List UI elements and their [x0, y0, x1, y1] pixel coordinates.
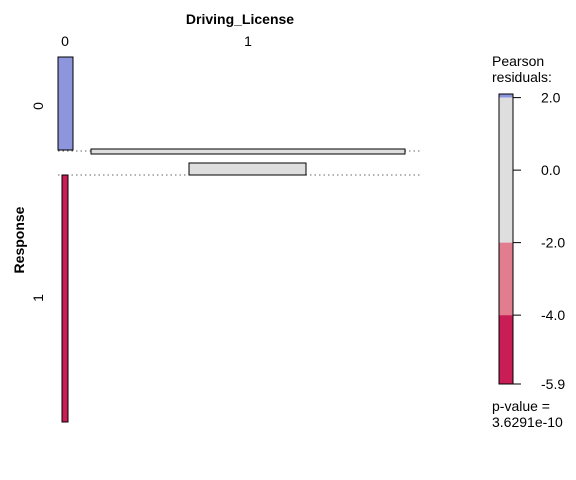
legend-tick-label-1: 0.0: [541, 162, 561, 178]
y-level-label-0: 0: [30, 102, 46, 110]
p-value-label: p-value =: [492, 398, 550, 414]
legend-title-line2: residuals:: [492, 69, 552, 85]
legend-band-3: [499, 315, 513, 384]
y-variable-label: Response: [11, 206, 27, 273]
x-variable-label: Driving_License: [186, 11, 294, 27]
legend-band-0: [499, 94, 513, 98]
legend-bar-outline: [498, 93, 514, 385]
legend-tick-label-2: -2.0: [541, 235, 565, 251]
tile-license0-response1: [61, 174, 69, 423]
legend-tick-label-0: 2.0: [541, 90, 561, 106]
legend-tick-label-4: -5.9: [541, 376, 565, 392]
legend-band-2: [499, 242, 513, 316]
x-level-label-1: 1: [244, 33, 252, 49]
legend-color-bar: [499, 94, 513, 384]
tile-license1-response0: [90, 148, 406, 155]
legend-title-line1: Pearson: [492, 53, 544, 69]
legend-ticks: 2.0 0.0 -2.0 -4.0 -5.9: [513, 90, 565, 392]
legend-tick-label-3: -4.0: [541, 307, 565, 323]
legend-band-1: [499, 97, 513, 243]
tile-license1-response1: [188, 162, 307, 176]
p-value: 3.6291e-10: [492, 414, 563, 430]
tile-license0-response0: [57, 56, 74, 151]
x-level-label-0: 0: [61, 33, 69, 49]
y-level-label-1: 1: [30, 294, 46, 302]
